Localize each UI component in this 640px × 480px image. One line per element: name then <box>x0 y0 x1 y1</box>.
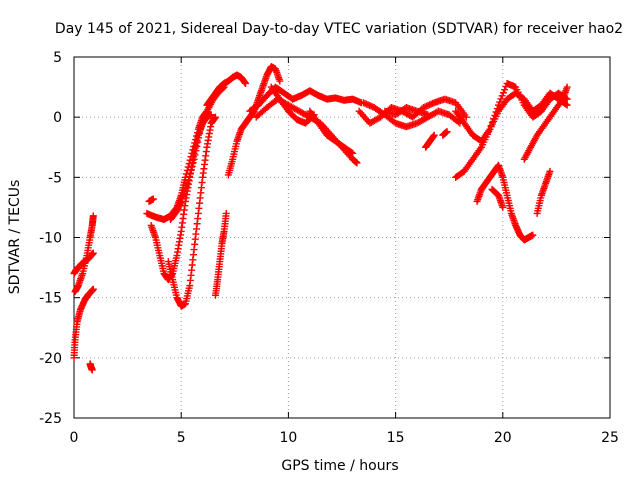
data-point <box>242 79 250 87</box>
x-tick-label: 25 <box>601 430 619 446</box>
data-point <box>186 169 194 177</box>
data-point <box>462 113 470 121</box>
data-point <box>185 176 193 184</box>
data-point <box>190 155 198 163</box>
data-point <box>149 195 157 203</box>
y-tick-label: -25 <box>39 411 62 427</box>
data-point <box>347 148 355 156</box>
data-point <box>349 149 357 157</box>
series-arc21 <box>439 128 451 139</box>
series-arc18 <box>359 99 464 131</box>
x-tick-label: 15 <box>387 430 405 446</box>
y-tick-label: -10 <box>39 231 62 247</box>
y-tick-label: -15 <box>39 291 62 307</box>
series-arc19 <box>381 104 432 119</box>
x-axis-label: GPS time / hours <box>281 458 398 474</box>
y-tick-label: 5 <box>53 50 62 66</box>
series-arc26 <box>533 167 554 217</box>
data-point <box>88 366 96 374</box>
series-arc8 <box>145 195 157 205</box>
data-point <box>212 113 220 121</box>
data-point <box>430 131 438 139</box>
data-point <box>443 128 451 136</box>
series-arc24 <box>473 161 537 244</box>
data-point <box>184 179 192 187</box>
series-arc27 <box>520 83 571 163</box>
y-tick-label: 0 <box>53 110 62 126</box>
data-point <box>562 100 570 108</box>
series-arc20 <box>422 131 438 151</box>
data-point <box>529 231 537 239</box>
data-point <box>185 172 193 180</box>
series-arc4 <box>86 360 96 374</box>
data-point <box>193 142 201 150</box>
x-tick-label: 10 <box>279 430 297 446</box>
data-point <box>501 86 509 94</box>
x-tick-label: 20 <box>494 430 512 446</box>
y-tick-label: -20 <box>39 351 62 367</box>
data-point <box>191 151 199 159</box>
data-point <box>546 167 554 175</box>
data-point <box>194 138 202 146</box>
data-point <box>222 209 230 217</box>
data-points <box>70 63 571 374</box>
y-tick-label: -5 <box>48 170 62 186</box>
series-arc3 <box>70 285 97 362</box>
series-arc25 <box>488 185 507 211</box>
data-point <box>563 83 571 91</box>
series-arc10 <box>212 209 230 299</box>
series-arc11 <box>203 71 250 109</box>
series-arc14 <box>252 95 361 167</box>
data-point <box>207 111 215 119</box>
data-point <box>187 166 195 174</box>
data-point <box>498 92 506 100</box>
chart-title: Day 145 of 2021, Sidereal Day-to-day VTE… <box>55 21 623 37</box>
data-point <box>353 159 361 167</box>
data-point <box>499 89 507 97</box>
series-arc2 <box>71 212 97 296</box>
data-point <box>563 101 571 109</box>
data-point <box>196 129 204 137</box>
data-point <box>89 285 97 293</box>
data-point <box>424 111 432 119</box>
data-point <box>195 134 203 142</box>
axis-ticks: 0 5 10 15 20 25 -25 -20 -15 -10 -5 0 5 <box>39 50 619 446</box>
series-arc16 <box>306 107 357 157</box>
series-arc7 <box>164 113 220 310</box>
x-tick-label: 0 <box>70 430 79 446</box>
data-point <box>192 147 200 155</box>
y-axis-label: SDTVAR / TECUs <box>7 180 23 295</box>
x-tick-label: 5 <box>177 430 186 446</box>
data-point <box>89 212 97 220</box>
data-point <box>276 77 284 85</box>
data-point <box>497 95 505 103</box>
data-point <box>189 159 197 167</box>
data-point <box>89 249 97 257</box>
data-point <box>188 162 196 170</box>
data-point <box>499 203 507 211</box>
